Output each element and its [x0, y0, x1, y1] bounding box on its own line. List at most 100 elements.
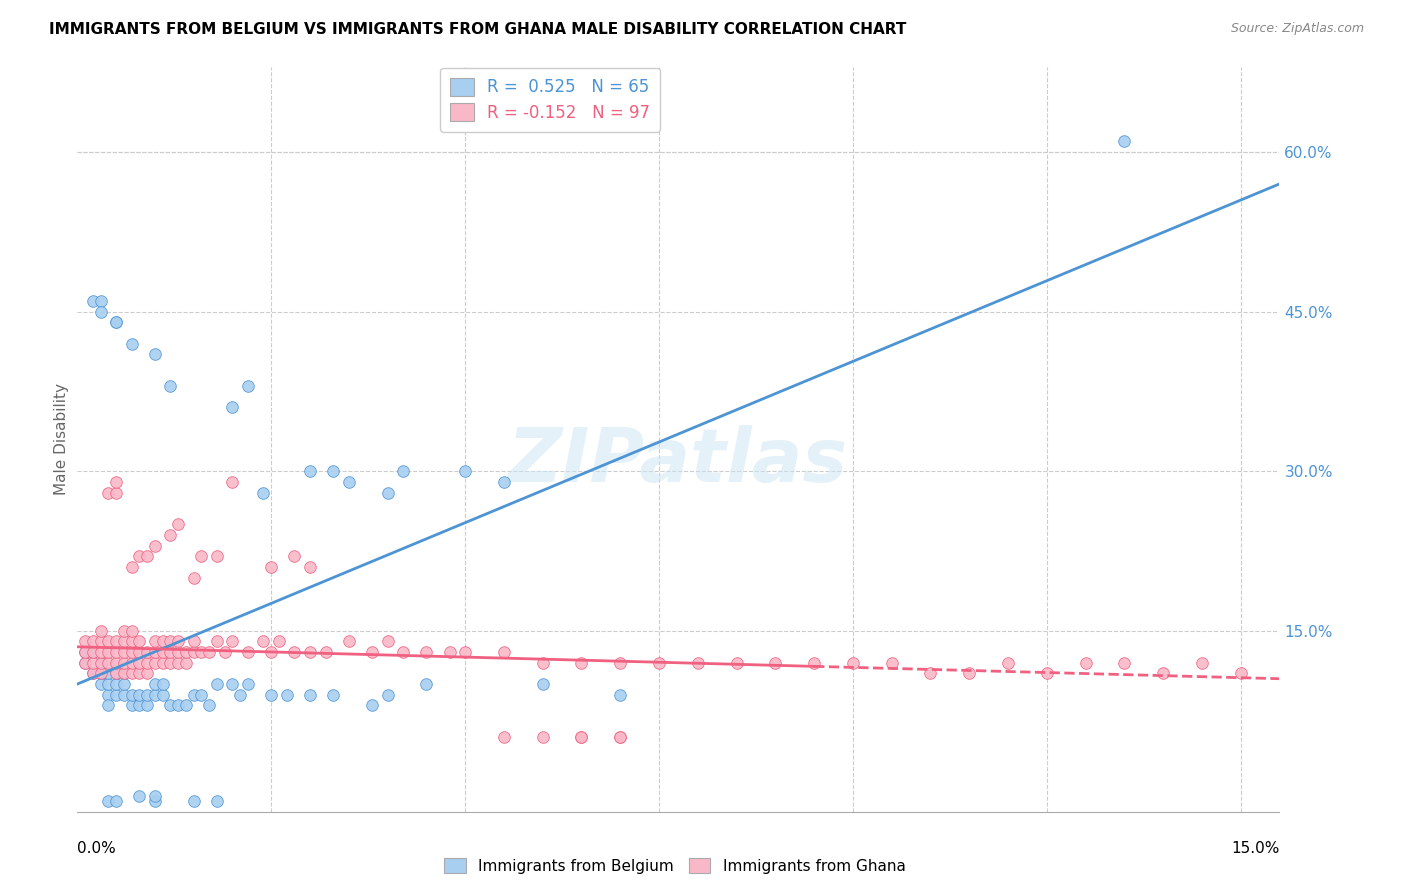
Point — [136, 549, 159, 564]
Point — [205, 794, 228, 808]
Point — [97, 656, 120, 670]
Point — [198, 645, 221, 659]
Point — [763, 656, 786, 670]
Point — [90, 666, 112, 681]
Point — [1114, 656, 1136, 670]
Point — [1229, 666, 1251, 681]
Point — [97, 645, 120, 659]
Point — [190, 645, 212, 659]
Point — [221, 401, 243, 415]
Point — [136, 698, 159, 713]
Point — [97, 666, 120, 681]
Point — [997, 656, 1019, 670]
Point — [174, 656, 197, 670]
Point — [112, 677, 135, 691]
Point — [128, 634, 150, 648]
Point — [531, 656, 554, 670]
Point — [128, 666, 150, 681]
Point — [82, 656, 104, 670]
Point — [221, 634, 243, 648]
Point — [121, 336, 143, 351]
Point — [260, 645, 283, 659]
Point — [1036, 666, 1059, 681]
Point — [205, 634, 228, 648]
Point — [105, 315, 128, 329]
Point — [531, 730, 554, 744]
Point — [90, 666, 112, 681]
Point — [377, 688, 399, 702]
Point — [276, 688, 298, 702]
Point — [143, 539, 166, 553]
Point — [167, 698, 190, 713]
Point — [121, 624, 143, 638]
Point — [82, 645, 104, 659]
Point — [174, 698, 197, 713]
Point — [105, 666, 128, 681]
Point — [112, 666, 135, 681]
Point — [377, 634, 399, 648]
Point — [152, 688, 174, 702]
Point — [97, 485, 120, 500]
Text: IMMIGRANTS FROM BELGIUM VS IMMIGRANTS FROM GHANA MALE DISABILITY CORRELATION CHA: IMMIGRANTS FROM BELGIUM VS IMMIGRANTS FR… — [49, 22, 907, 37]
Point — [105, 656, 128, 670]
Point — [90, 293, 112, 308]
Point — [128, 688, 150, 702]
Point — [842, 656, 865, 670]
Point — [267, 634, 290, 648]
Point — [322, 464, 344, 478]
Point — [236, 645, 259, 659]
Point — [337, 475, 360, 489]
Point — [97, 634, 120, 648]
Point — [121, 688, 143, 702]
Point — [121, 560, 143, 574]
Point — [957, 666, 980, 681]
Point — [190, 549, 212, 564]
Point — [90, 656, 112, 670]
Point — [82, 634, 104, 648]
Point — [97, 794, 120, 808]
Point — [82, 645, 104, 659]
Point — [283, 645, 305, 659]
Point — [75, 656, 97, 670]
Point — [90, 634, 112, 648]
Point — [183, 645, 205, 659]
Point — [75, 656, 97, 670]
Point — [298, 464, 321, 478]
Point — [121, 666, 143, 681]
Point — [920, 666, 942, 681]
Point — [322, 688, 344, 702]
Point — [105, 677, 128, 691]
Point — [454, 464, 477, 478]
Point — [439, 645, 461, 659]
Point — [121, 645, 143, 659]
Point — [112, 624, 135, 638]
Legend: Immigrants from Belgium, Immigrants from Ghana: Immigrants from Belgium, Immigrants from… — [439, 852, 911, 880]
Point — [105, 634, 128, 648]
Point — [492, 475, 515, 489]
Point — [880, 656, 903, 670]
Point — [128, 549, 150, 564]
Point — [159, 528, 181, 542]
Point — [112, 688, 135, 702]
Point — [183, 794, 205, 808]
Point — [143, 794, 166, 808]
Point — [492, 645, 515, 659]
Text: Source: ZipAtlas.com: Source: ZipAtlas.com — [1230, 22, 1364, 36]
Point — [136, 645, 159, 659]
Point — [609, 688, 631, 702]
Point — [143, 688, 166, 702]
Point — [105, 688, 128, 702]
Point — [143, 645, 166, 659]
Point — [609, 656, 631, 670]
Point — [725, 656, 748, 670]
Point — [97, 688, 120, 702]
Point — [571, 656, 593, 670]
Point — [252, 485, 274, 500]
Point — [571, 730, 593, 744]
Point — [159, 634, 181, 648]
Point — [82, 293, 104, 308]
Point — [97, 677, 120, 691]
Point — [415, 645, 437, 659]
Point — [121, 698, 143, 713]
Point — [1152, 666, 1174, 681]
